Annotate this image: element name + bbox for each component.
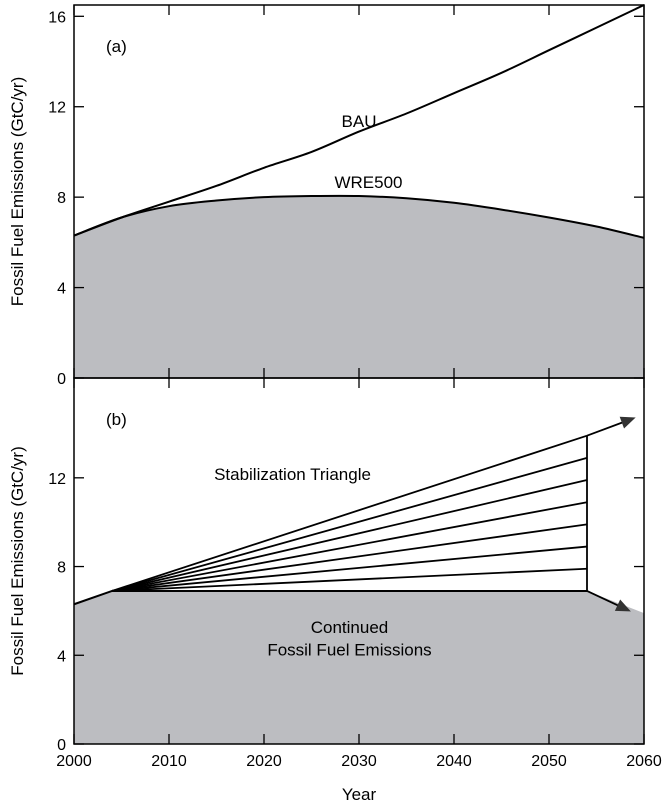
y-tick-label: 12 xyxy=(48,100,66,117)
wedge-line xyxy=(111,479,588,592)
panel-b-tag: (b) xyxy=(106,410,127,429)
y-tick-label: 4 xyxy=(57,648,66,665)
x-axis-label: Year xyxy=(342,785,377,804)
y-tick-label: 16 xyxy=(48,9,66,26)
wedge-line xyxy=(111,545,588,592)
x-tick-label: 2050 xyxy=(531,753,567,770)
y-tick-label: 8 xyxy=(57,190,66,207)
x-tick-label: 2030 xyxy=(341,753,377,770)
wedge-line xyxy=(111,434,588,592)
wre500-area xyxy=(74,195,644,378)
bau-line xyxy=(73,4,645,237)
panel-b-ylabel: Fossil Fuel Emissions (GtC/yr) xyxy=(8,446,27,676)
x-tick-label: 2020 xyxy=(246,753,282,770)
wre500-line xyxy=(73,194,645,239)
x-tick-label: 2000 xyxy=(56,753,92,770)
panel-b: 2000 2010 2020 2030 2040 2050 2060 0 4 8 12 Stabili… xyxy=(8,377,662,804)
panel-a-ylabel: Fossil Fuel Emissions (GtC/yr) xyxy=(8,77,27,307)
x-tick-label: 2010 xyxy=(151,753,187,770)
annotation-label: Fossil Fuel Emissions xyxy=(267,640,431,659)
y-tick-label: 8 xyxy=(57,560,66,577)
panel-b-frame xyxy=(73,377,645,745)
lower-arrowhead xyxy=(614,599,631,612)
x-tick-label: 2040 xyxy=(436,753,472,770)
y-tick-label: 0 xyxy=(57,371,66,388)
wedge-line xyxy=(111,501,588,592)
annotation-label: WRE500 xyxy=(334,173,402,192)
arrow-shaft xyxy=(586,421,623,437)
annotation-label: BAU xyxy=(342,112,377,131)
panel-a-tag: (a) xyxy=(106,37,127,56)
wedge-line xyxy=(111,567,588,592)
panel-a: 0 4 8 12 16 BAU WRE500 (a) Fossil Fuel Emissio… xyxy=(8,4,645,388)
x-tick-label: 2060 xyxy=(626,753,662,770)
continued-emissions-area xyxy=(74,590,644,744)
wedge-line xyxy=(111,456,588,592)
annotation-label: Continued xyxy=(311,618,389,637)
annotation-label: Stabilization Triangle xyxy=(214,465,371,484)
arrow-shaft xyxy=(586,590,619,607)
y-tick-label: 4 xyxy=(57,281,66,298)
wedge-line xyxy=(111,523,588,592)
y-tick-label: 0 xyxy=(57,737,66,754)
upper-arrowhead xyxy=(619,416,636,429)
y-tick-label: 12 xyxy=(48,471,66,488)
